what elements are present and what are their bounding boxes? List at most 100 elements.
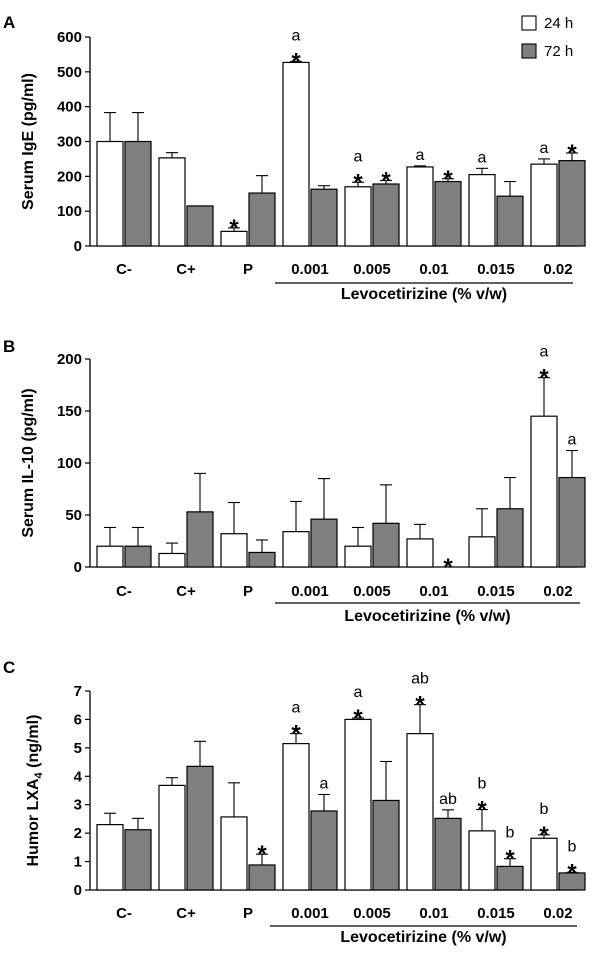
x-tick-label: 0.02 xyxy=(543,261,572,278)
significance-letter: b xyxy=(568,838,577,855)
y-tick-label: 7 xyxy=(74,683,82,700)
bar xyxy=(282,531,310,568)
y-tick-label: 4 xyxy=(74,768,83,785)
bar xyxy=(158,784,186,891)
bar xyxy=(220,533,248,568)
significance-letter: b xyxy=(478,776,487,793)
bar xyxy=(248,551,276,568)
significance-star: * xyxy=(291,48,301,75)
bar xyxy=(344,718,372,891)
y-axis-label-main: Serum IL-10 (pg/ml) xyxy=(20,388,37,537)
y-tick-label: 200 xyxy=(57,168,82,185)
legend-swatch xyxy=(521,43,537,59)
significance-letter: a xyxy=(540,140,549,157)
x-tick-label: 0.02 xyxy=(543,583,572,600)
bar xyxy=(96,824,124,891)
bar xyxy=(248,864,276,891)
bar xyxy=(282,742,310,891)
bar xyxy=(496,508,524,568)
significance-letter: a xyxy=(354,684,363,701)
x-tick-label: C- xyxy=(116,261,132,278)
y-tick-label: 100 xyxy=(57,455,82,472)
group-label: Levocetirizine (% v/w) xyxy=(341,286,507,303)
significance-star: * xyxy=(505,846,515,873)
significance-letter: a xyxy=(540,344,549,361)
bar xyxy=(248,192,276,247)
bar xyxy=(96,545,124,568)
bar xyxy=(220,816,248,891)
y-tick-label: 500 xyxy=(57,64,82,81)
bar xyxy=(496,195,524,247)
x-tick-label: 0.015 xyxy=(477,583,515,600)
significance-letter: a xyxy=(568,432,577,449)
bar xyxy=(282,61,310,247)
bar xyxy=(310,518,338,568)
y-tick-label: 600 xyxy=(57,29,82,46)
bar xyxy=(310,810,338,891)
x-tick-label: C+ xyxy=(176,905,196,922)
bar xyxy=(558,476,586,568)
significance-star: * xyxy=(381,168,391,195)
bar xyxy=(530,163,558,247)
bar xyxy=(468,536,496,568)
y-tick-label: 400 xyxy=(57,99,82,116)
bar xyxy=(310,188,338,247)
significance-letter: a xyxy=(292,700,301,717)
x-tick-label: C+ xyxy=(176,583,196,600)
significance-star: * xyxy=(353,169,363,196)
bar xyxy=(468,830,496,891)
y-axis-label-main: Serum IgE (pg/ml) xyxy=(20,73,37,210)
y-tick-label: 0 xyxy=(74,559,82,576)
y-axis-label-unit: (ng/ml) xyxy=(25,715,42,773)
y-axis-label: Serum IgE (pg/ml) xyxy=(20,73,37,210)
significance-star: * xyxy=(353,705,363,732)
panel-letter: C xyxy=(3,658,15,677)
y-tick-label: 0 xyxy=(74,882,82,899)
legend-label: 72 h xyxy=(544,43,573,60)
bar xyxy=(406,166,434,247)
y-tick-label: 100 xyxy=(57,203,82,220)
bar xyxy=(372,799,400,891)
y-tick-label: 5 xyxy=(74,740,82,757)
bar xyxy=(558,160,586,247)
bar xyxy=(124,140,152,247)
bar xyxy=(406,538,434,568)
y-tick-label: 50 xyxy=(65,507,82,524)
significance-letter: a xyxy=(416,147,425,164)
y-axis-label: Humor LXA4 (ng/ml) xyxy=(25,715,45,867)
bar xyxy=(124,545,152,568)
y-tick-label: 150 xyxy=(57,403,82,420)
x-tick-label: 0.005 xyxy=(353,261,391,278)
bar xyxy=(468,173,496,247)
y-tick-label: 6 xyxy=(74,711,82,728)
x-tick-label: C+ xyxy=(176,261,196,278)
x-tick-label: 0.01 xyxy=(419,905,448,922)
significance-star: * xyxy=(415,692,425,719)
bar xyxy=(186,511,214,568)
bar xyxy=(344,545,372,568)
significance-letter: b xyxy=(506,825,515,842)
significance-star: * xyxy=(257,841,267,868)
bar xyxy=(124,829,152,891)
significance-star: * xyxy=(443,554,453,581)
x-tick-label: P xyxy=(243,583,253,600)
bar xyxy=(434,817,462,891)
y-tick-label: 2 xyxy=(74,825,82,842)
x-tick-label: 0.001 xyxy=(291,261,329,278)
bar xyxy=(372,183,400,247)
y-axis-label: Serum IL-10 (pg/ml) xyxy=(20,388,37,537)
bar xyxy=(158,552,186,568)
x-tick-label: 0.01 xyxy=(419,261,448,278)
legend-label: 24 h xyxy=(544,15,573,32)
significance-letter: ab xyxy=(411,671,429,688)
x-tick-label: 0.01 xyxy=(419,583,448,600)
x-tick-label: C- xyxy=(116,583,132,600)
x-tick-label: 0.015 xyxy=(477,261,515,278)
significance-star: * xyxy=(443,166,453,193)
chart-panel-b: B 0 50 100 150 200 Serum IL-10 (pg/ml) C- C+ P 0.0… xyxy=(3,337,586,625)
bar xyxy=(186,765,214,891)
significance-letter: a xyxy=(292,27,301,44)
significance-letter: a xyxy=(478,149,487,166)
x-tick-label: 0.001 xyxy=(291,583,329,600)
y-tick-label: 3 xyxy=(74,797,82,814)
